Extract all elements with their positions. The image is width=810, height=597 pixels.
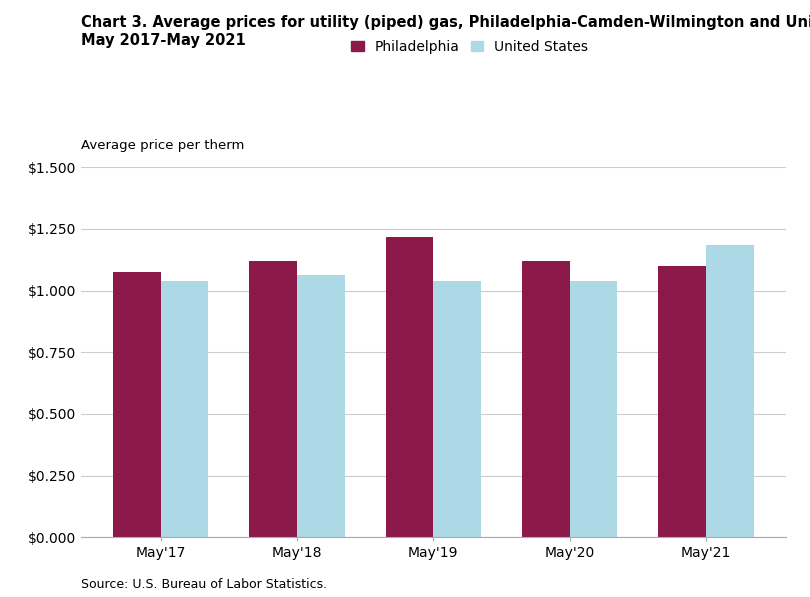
Bar [249, 261, 297, 537]
Text: May 2017-May 2021: May 2017-May 2021 [81, 33, 245, 48]
Text: Average price per therm: Average price per therm [81, 139, 245, 152]
Text: Source: U.S. Bureau of Labor Statistics.: Source: U.S. Bureau of Labor Statistics. [81, 578, 327, 591]
Bar [433, 281, 481, 537]
Bar [386, 238, 433, 537]
Bar [522, 261, 569, 537]
Text: Chart 3. Average prices for utility (piped) gas, Philadelphia-Camden-Wilmington : Chart 3. Average prices for utility (pip… [81, 15, 810, 30]
Bar [569, 281, 617, 537]
Bar [113, 272, 160, 537]
Bar [706, 245, 753, 537]
Bar [659, 266, 706, 537]
Legend: Philadelphia, United States: Philadelphia, United States [352, 40, 588, 54]
Bar [297, 275, 345, 537]
Bar [160, 281, 208, 537]
